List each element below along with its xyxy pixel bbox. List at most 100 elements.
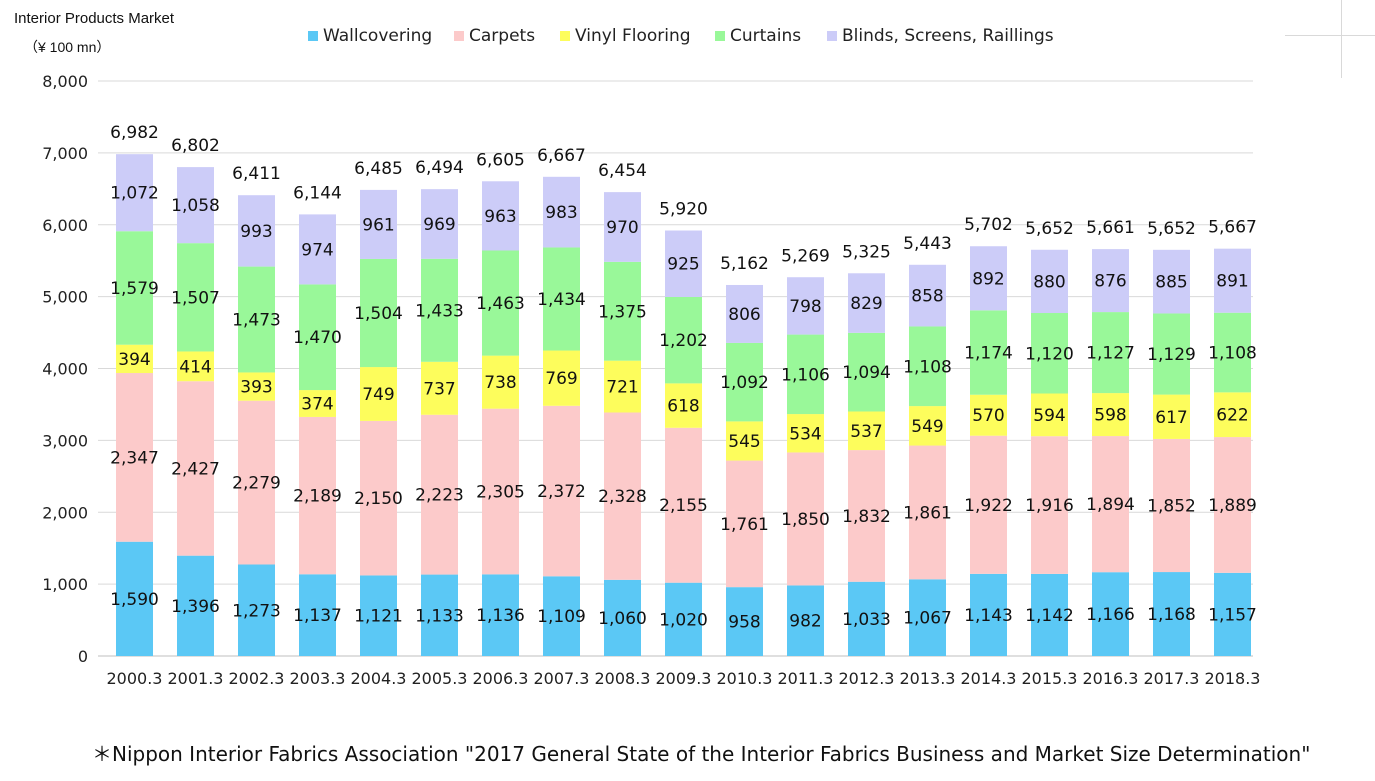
y-axis-unit: （¥ 100 mn） [24, 39, 111, 55]
data-label: 749 [362, 385, 394, 405]
data-label: 1,174 [964, 344, 1013, 364]
legend-item-carpets: Carpets [454, 26, 535, 46]
bar-segment [1092, 312, 1129, 394]
data-label: 891 [1216, 272, 1248, 292]
data-label: 594 [1033, 406, 1065, 426]
data-label: 1,507 [171, 288, 220, 308]
data-label: 1,473 [232, 311, 281, 331]
data-label: 769 [545, 369, 577, 389]
data-label: 892 [972, 269, 1004, 289]
bar-segment [726, 284, 763, 343]
bar-segment [177, 167, 214, 244]
bar-segment [360, 420, 397, 576]
data-label: 721 [606, 378, 638, 398]
legend-label-curtains: Curtains [730, 26, 802, 46]
bar-segment [1092, 249, 1129, 313]
bar-segment [116, 541, 153, 656]
x-tick-label: 2018.3 [1205, 669, 1261, 688]
legend-swatch-vinyl-flooring [560, 31, 570, 41]
data-label: 1,157 [1208, 605, 1257, 625]
data-label: 1,067 [903, 609, 952, 629]
data-label: 1,094 [842, 363, 891, 383]
total-label: 5,920 [659, 200, 708, 220]
corner-line-vertical [1341, 0, 1342, 78]
data-label: 1,504 [354, 304, 403, 324]
bar-segment [787, 585, 824, 656]
bar-segment [482, 181, 519, 251]
data-label: 1,579 [110, 279, 159, 299]
x-tick-label: 2006.3 [473, 669, 529, 688]
data-label: 374 [301, 395, 333, 415]
data-label: 969 [423, 215, 455, 235]
data-label: 1,894 [1086, 495, 1135, 515]
data-label: 1,396 [171, 597, 220, 617]
bar-segment [1031, 393, 1068, 437]
data-label: 1,202 [659, 331, 708, 351]
data-label: 1,137 [293, 606, 342, 626]
data-label: 2,189 [293, 487, 342, 507]
bar-segment [848, 411, 885, 451]
data-label: 2,150 [354, 489, 403, 509]
bar-segment [1214, 248, 1251, 313]
bar-segment [909, 264, 946, 327]
bar-segment [1031, 436, 1068, 574]
data-label: 414 [179, 357, 211, 377]
bar-segment [909, 579, 946, 656]
data-label: 1,033 [842, 610, 891, 630]
data-label: 1,889 [1208, 496, 1257, 516]
data-label: 858 [911, 287, 943, 307]
bar-segment [726, 587, 763, 656]
bar-segment [177, 351, 214, 382]
bar-segment [787, 277, 824, 335]
bar-segment [116, 344, 153, 374]
bar-segment [909, 406, 946, 446]
bar-segment [1153, 394, 1190, 439]
x-tick-label: 2004.3 [351, 669, 407, 688]
data-label: 1,166 [1086, 605, 1135, 625]
total-label: 5,325 [842, 242, 891, 262]
bar-segment [360, 189, 397, 259]
x-tick-label: 2000.3 [107, 669, 163, 688]
bar-segment [604, 192, 641, 262]
data-label: 880 [1033, 272, 1065, 292]
total-label: 5,667 [1208, 218, 1257, 238]
data-label: 2,155 [659, 496, 708, 516]
bar-segment [970, 394, 1007, 436]
data-label: 1,761 [720, 515, 769, 535]
data-label: 885 [1155, 273, 1187, 293]
data-label: 806 [728, 305, 760, 325]
data-label: 1,852 [1147, 496, 1196, 516]
data-label: 617 [1155, 408, 1187, 428]
x-tick-label: 2005.3 [412, 669, 468, 688]
x-tick-label: 2011.3 [778, 669, 834, 688]
data-label: 1,273 [232, 601, 281, 621]
total-label: 6,494 [415, 158, 464, 178]
bar-segment [421, 361, 458, 415]
data-label: 983 [545, 203, 577, 223]
bar-segment [1214, 312, 1251, 393]
x-tick-label: 2014.3 [961, 669, 1017, 688]
total-label: 6,802 [171, 136, 220, 156]
source-footnote: ＊Nippon Interior Fabrics Association "20… [92, 742, 1311, 766]
y-tick-label: 7,000 [42, 144, 88, 163]
data-label: 1,060 [598, 609, 647, 629]
y-tick-label: 4,000 [42, 360, 88, 379]
data-label: 1,434 [537, 290, 586, 310]
legend-label-wallcovering: Wallcovering [323, 26, 433, 46]
total-label: 6,982 [110, 123, 159, 143]
y-tick-label: 0 [78, 647, 88, 666]
bar-segment [665, 582, 702, 656]
bar-segment [238, 266, 275, 373]
data-label: 1,590 [110, 590, 159, 610]
bar-segment [482, 408, 519, 575]
bar-segment [299, 284, 336, 391]
legend-label-carpets: Carpets [469, 26, 536, 46]
bar-segment [909, 445, 946, 580]
bar-segment [421, 574, 458, 656]
legend-item-blinds: Blinds, Screens, Raillings [827, 26, 1054, 46]
data-label: 1,092 [720, 373, 769, 393]
bar-segment [177, 555, 214, 656]
bar-segment [787, 452, 824, 586]
legend-swatch-blinds [827, 31, 837, 41]
bar-segment [238, 400, 275, 565]
